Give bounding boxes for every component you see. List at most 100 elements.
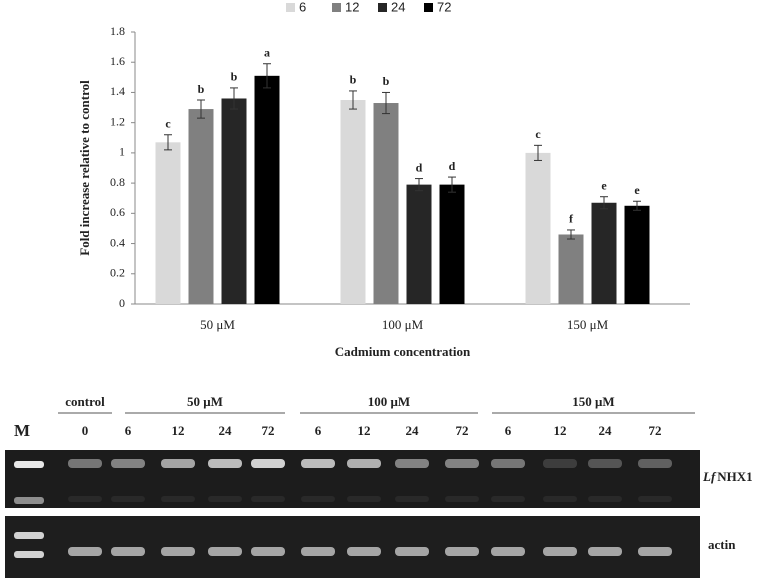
gel-marker-band — [14, 551, 44, 558]
y-tick-label: 1.4 — [110, 84, 125, 98]
gel-band — [208, 459, 242, 468]
error-bar — [382, 91, 390, 115]
legend-label: 12 — [345, 0, 359, 14]
legend-swatch — [286, 3, 295, 12]
gel-band — [638, 547, 672, 556]
y-tick-label: 1 — [119, 145, 125, 159]
significance-letter: c — [535, 127, 541, 141]
gel-lane-label: 72 — [456, 423, 469, 438]
legend-swatch — [424, 3, 433, 12]
y-tick-label: 0 — [119, 296, 125, 310]
significance-letter: f — [569, 212, 574, 226]
gel-lane-label: 24 — [219, 423, 233, 438]
gel-band — [111, 459, 145, 468]
error-bar — [415, 178, 423, 192]
gel-band — [395, 459, 429, 468]
significance-letter: a — [264, 45, 270, 59]
error-bar — [633, 200, 641, 211]
significance-letter: e — [601, 178, 607, 192]
significance-letter: e — [634, 183, 640, 197]
y-tick-label: 0.6 — [110, 205, 125, 219]
gel-lane-label: 12 — [358, 423, 371, 438]
gel-band — [588, 496, 622, 502]
bar — [188, 109, 214, 304]
y-axis-title: Fold increase relative to control — [77, 80, 92, 256]
gel-band — [445, 459, 479, 468]
bar — [373, 103, 399, 305]
gel-band — [638, 496, 672, 502]
gene-prefix: Lf — [702, 469, 717, 484]
legend-label: 24 — [391, 0, 405, 14]
significance-letter: b — [231, 70, 238, 84]
legend-label: 72 — [437, 0, 451, 14]
gel-lane-label: 0 — [82, 423, 89, 438]
y-tick-label: 0.4 — [110, 235, 125, 249]
error-bar — [448, 176, 456, 193]
gel-group-label: 100 μM — [368, 394, 410, 409]
gel-band — [301, 459, 335, 468]
legend-label: 6 — [299, 0, 306, 14]
gel-band — [588, 459, 622, 468]
error-bar — [534, 144, 542, 161]
gel-lane-label: 72 — [262, 423, 275, 438]
y-tick-label: 0.8 — [110, 175, 125, 189]
gel-band — [68, 496, 102, 502]
error-bar — [197, 99, 205, 119]
gel-marker-band — [14, 461, 44, 468]
gel-band — [251, 547, 285, 556]
error-bar — [263, 63, 271, 89]
gel-lane-label: 24 — [599, 423, 613, 438]
x-axis-title: Cadmium concentration — [335, 344, 471, 359]
bar — [525, 152, 551, 304]
gel-gene-label: Lf NHX1 — [702, 469, 753, 484]
gel-band — [251, 496, 285, 502]
gel-band — [543, 496, 577, 502]
gel-group-label: 50 μM — [187, 394, 223, 409]
gel-band — [395, 547, 429, 556]
significance-letter: b — [383, 74, 390, 88]
gel-band — [301, 547, 335, 556]
gel-lane-label: 6 — [505, 423, 512, 438]
gel-band — [161, 459, 195, 468]
bar — [340, 100, 366, 304]
gel-band — [111, 496, 145, 502]
gel-lane-label: 24 — [406, 423, 420, 438]
gel-band — [491, 459, 525, 468]
gel-band — [347, 547, 381, 556]
gel-band — [588, 547, 622, 556]
bar — [558, 234, 584, 304]
gel-marker-label: M — [14, 421, 30, 440]
bar — [254, 75, 280, 304]
significance-letter: b — [198, 82, 205, 96]
gel-band — [445, 496, 479, 502]
error-bar — [567, 229, 575, 240]
gel-band — [301, 496, 335, 502]
x-tick-label: 50 μM — [200, 317, 235, 332]
gel-lane-label: 6 — [125, 423, 132, 438]
bar — [591, 202, 617, 304]
bar — [624, 205, 650, 304]
gel-band — [111, 547, 145, 556]
gel-band — [208, 496, 242, 502]
y-tick-label: 1.2 — [110, 114, 125, 128]
x-tick-label: 100 μM — [382, 317, 424, 332]
gel-band — [208, 547, 242, 556]
significance-letter: b — [350, 73, 357, 87]
gene-name: NHX1 — [717, 469, 752, 484]
gel-band — [161, 496, 195, 502]
error-bar — [230, 87, 238, 110]
bar — [406, 184, 432, 304]
gel-band — [491, 496, 525, 502]
significance-letter: c — [165, 117, 171, 131]
gel-group-label: control — [65, 394, 105, 409]
gel-lane-label: 72 — [649, 423, 662, 438]
gel-reference-label: actin — [708, 537, 736, 552]
gel-band — [445, 547, 479, 556]
gel-band — [251, 459, 285, 468]
y-tick-label: 1.6 — [110, 54, 125, 68]
significance-letter: d — [416, 160, 423, 174]
gel-band — [347, 496, 381, 502]
gel-band — [543, 547, 577, 556]
gel-lane-label: 12 — [172, 423, 185, 438]
gel-band — [347, 459, 381, 468]
